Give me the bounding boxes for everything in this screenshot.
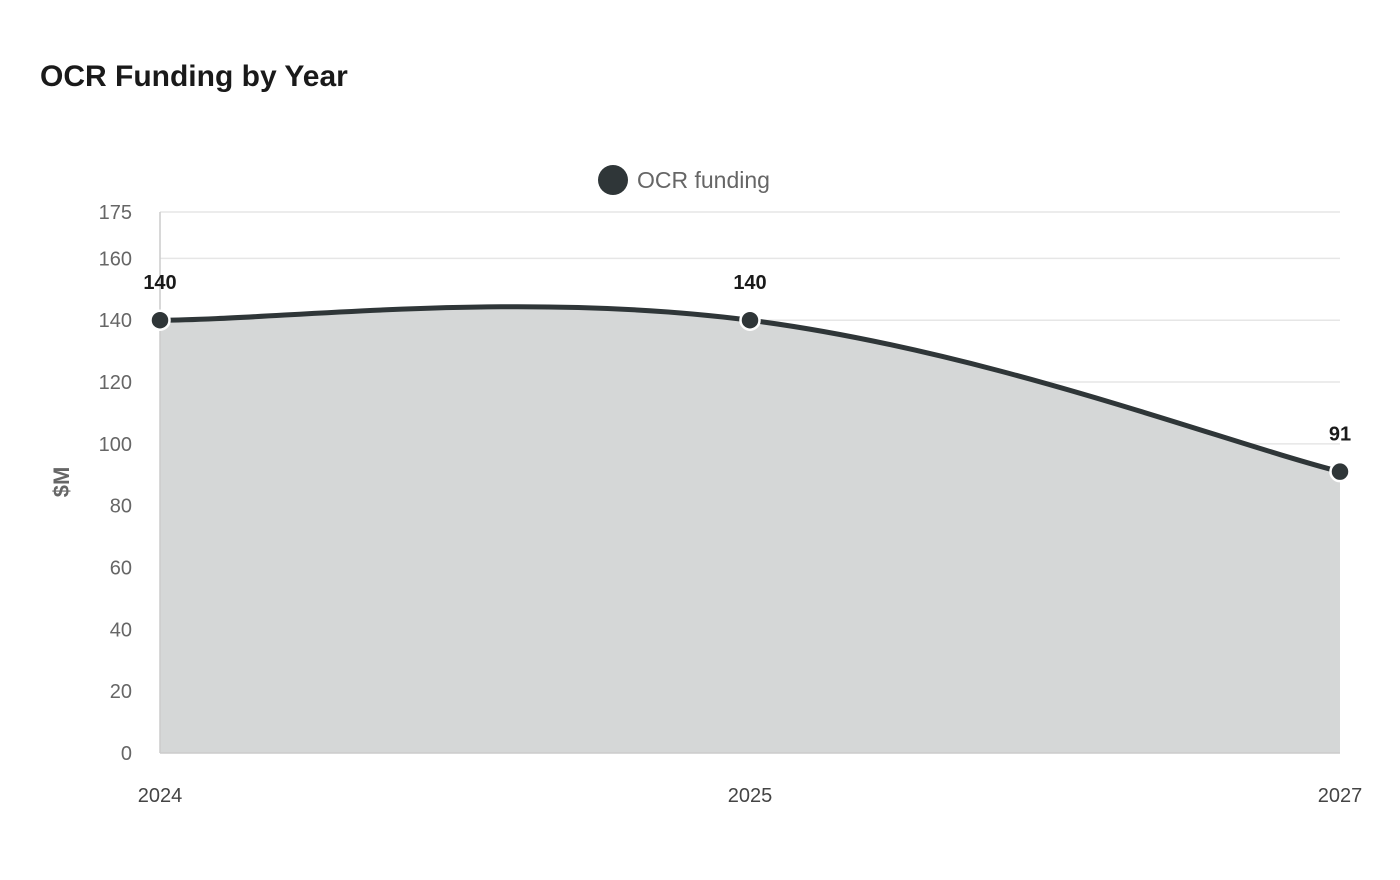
y-tick-label: 120: [99, 372, 132, 394]
y-tick-label: 60: [110, 558, 132, 580]
data-point: [149, 309, 171, 331]
x-tick-label: 2024: [138, 785, 183, 807]
x-tick-labels: 2024 2025 2027: [138, 785, 1363, 807]
chart-title: OCR Funding by Year: [40, 60, 348, 93]
legend-label: OCR funding: [637, 167, 770, 193]
y-tick-labels: 0 20 40 60 80 100 120 140 160 175: [99, 202, 132, 765]
y-tick-label: 160: [99, 248, 132, 270]
y-tick-label: 40: [110, 619, 132, 641]
data-label: 140: [143, 272, 176, 294]
x-tick-label: 2025: [728, 785, 773, 807]
series-area-fill: [160, 306, 1340, 753]
y-axis-label: $M: [49, 467, 74, 498]
legend[interactable]: OCR funding: [598, 165, 770, 195]
data-points: [149, 309, 1351, 483]
y-tick-label: 175: [99, 202, 132, 224]
y-tick-label: 140: [99, 310, 132, 332]
data-labels: 140 140 91: [143, 272, 1351, 445]
data-label: 91: [1329, 424, 1351, 446]
y-tick-label: 0: [121, 743, 132, 765]
y-tick-label: 100: [99, 434, 132, 456]
x-tick-label: 2027: [1318, 785, 1363, 807]
y-tick-label: 20: [110, 681, 132, 703]
data-label: 140: [733, 272, 766, 294]
data-point: [1329, 460, 1351, 483]
data-point: [739, 309, 761, 331]
y-tick-label: 80: [110, 496, 132, 518]
legend-swatch: [598, 165, 628, 195]
